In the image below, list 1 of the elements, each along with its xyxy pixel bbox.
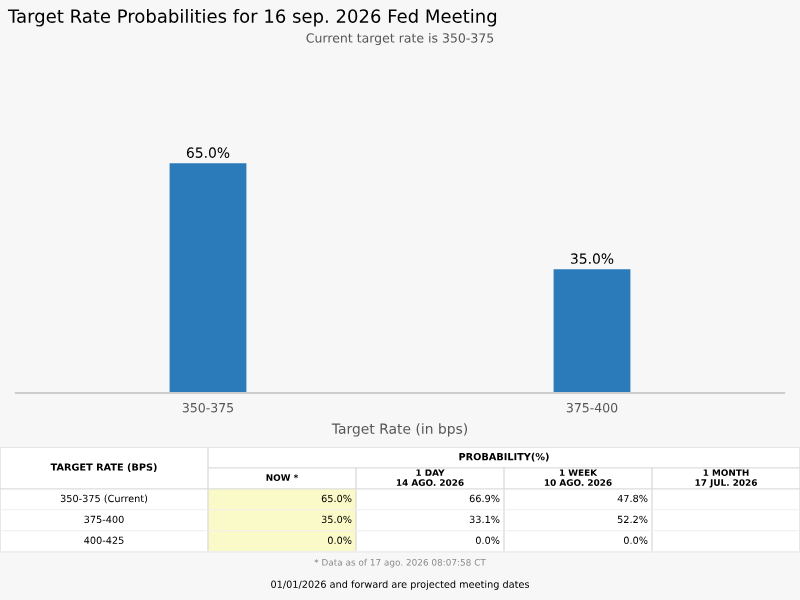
- chart-title: Target Rate Probabilities for 16 sep. 2026 Fed Meeting: [7, 9, 497, 27]
